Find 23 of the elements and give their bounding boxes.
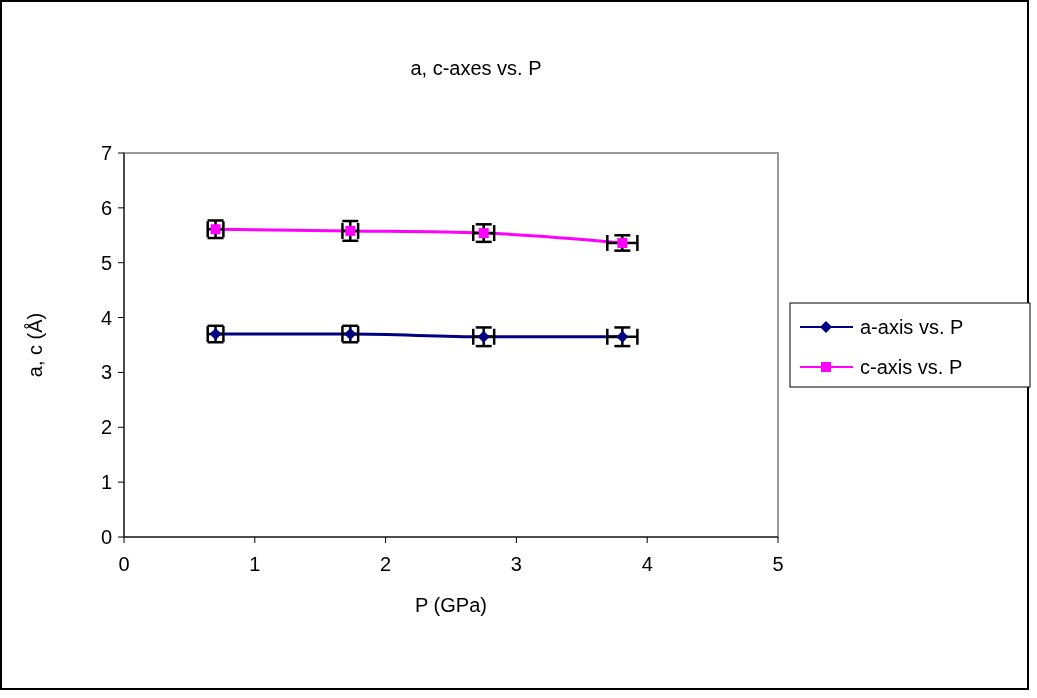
point xyxy=(617,237,628,248)
x-tick-label: 3 xyxy=(510,553,522,575)
point xyxy=(478,228,489,239)
x-tick-label: 1 xyxy=(249,553,261,575)
y-tick-label: 5 xyxy=(100,251,112,274)
y-tick-label: 2 xyxy=(100,416,112,439)
x-tick-label: 0 xyxy=(118,553,130,575)
y-tick-label: 1 xyxy=(100,471,112,494)
y-tick-label: 3 xyxy=(100,361,112,384)
y-tick-label: 4 xyxy=(100,306,112,329)
point xyxy=(210,224,221,235)
point xyxy=(345,225,356,236)
x-axis-title: P (GPa) xyxy=(415,594,487,616)
legend-label: a-axis vs. P xyxy=(860,316,964,338)
y-tick-label: 0 xyxy=(100,526,112,548)
chart-title: a, c-axes vs. P xyxy=(410,57,542,79)
y-tick-label: 7 xyxy=(100,142,112,164)
x-tick-label: 5 xyxy=(772,553,784,575)
x-tick-label: 4 xyxy=(641,553,653,575)
legend-label: c-axis vs. P xyxy=(860,356,963,378)
y-tick-label: 6 xyxy=(100,196,112,219)
y-axis-title: a, c (Å) xyxy=(24,312,46,378)
x-tick-label: 2 xyxy=(380,553,392,575)
